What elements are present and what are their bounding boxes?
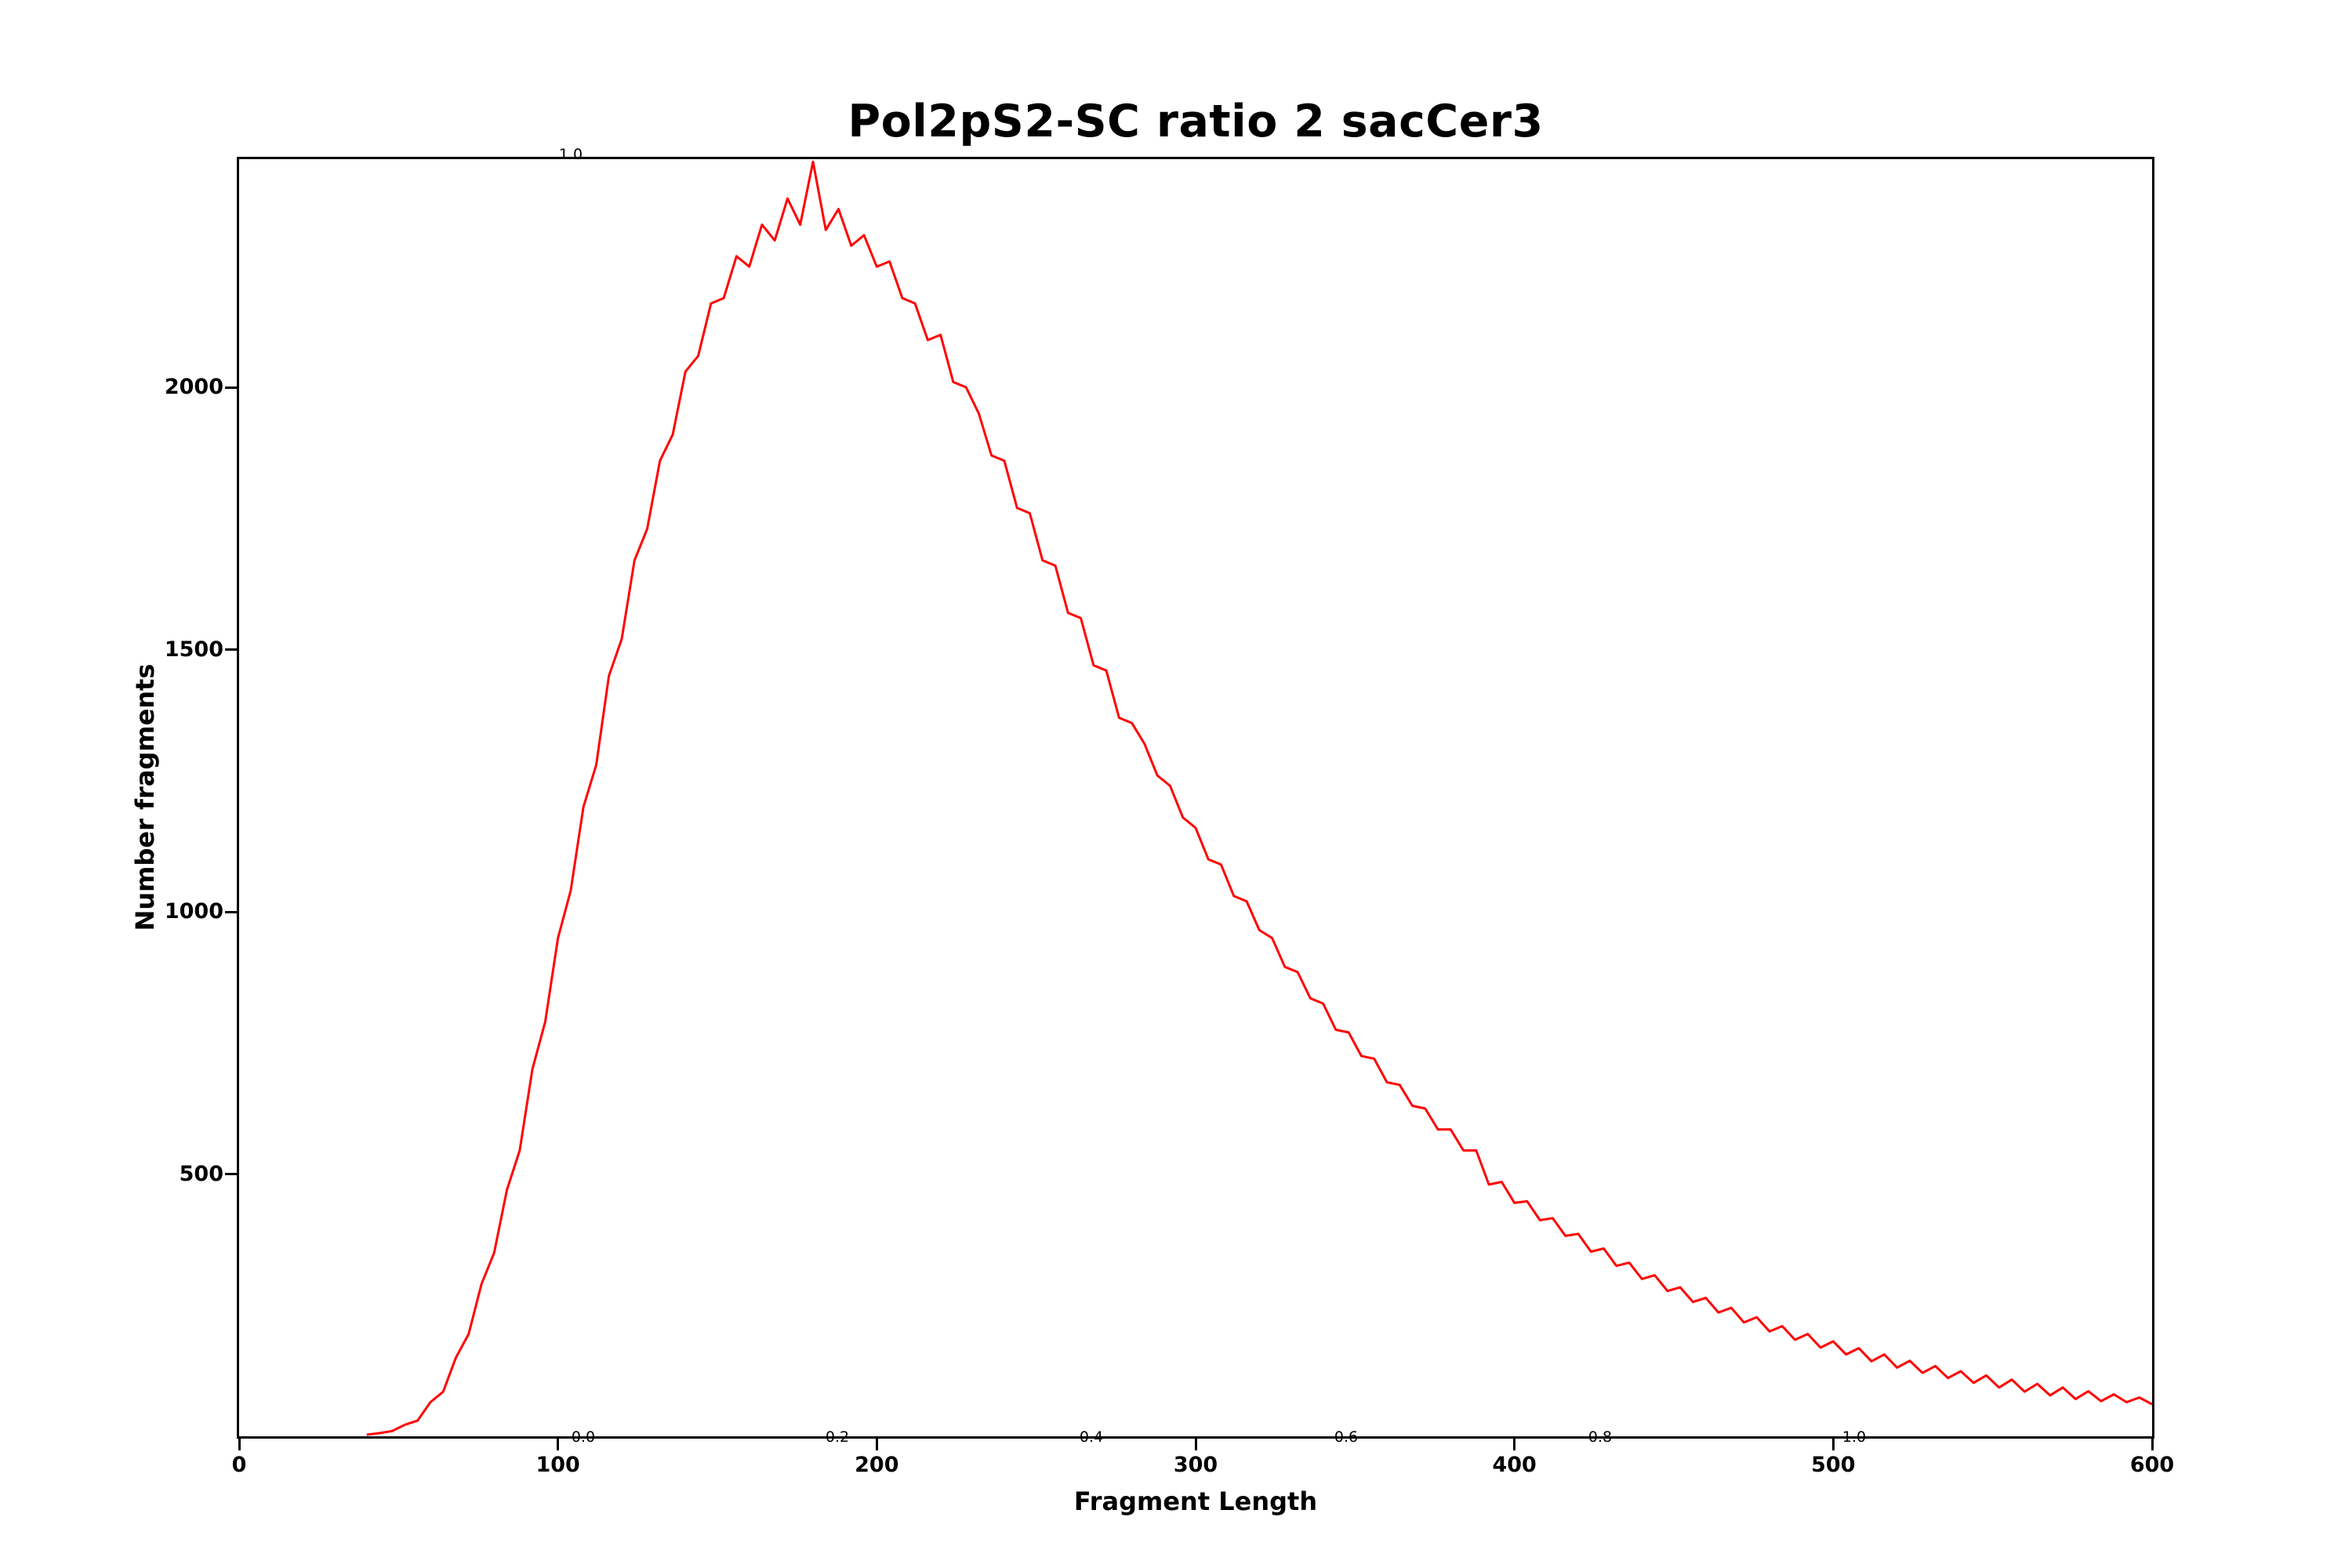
- overlay-tick-label: 0.0: [571, 1428, 596, 1446]
- x-axis-tick: [875, 1439, 878, 1450]
- y-axis-tick: [225, 648, 237, 651]
- x-tick-label: 0: [231, 1453, 247, 1477]
- overlay-tick-label: 0.8: [1588, 1428, 1613, 1446]
- x-axis-tick: [1194, 1439, 1197, 1450]
- y-axis-tick: [225, 1173, 237, 1175]
- y-tick-label: 2000: [164, 375, 223, 399]
- y-tick-label: 1000: [164, 899, 223, 924]
- histogram-svg: [366, 160, 2152, 1436]
- x-tick-label: 500: [1811, 1453, 1856, 1477]
- x-axis-tick: [1513, 1439, 1516, 1450]
- overlay-tick-label: 0.4: [1079, 1428, 1104, 1446]
- y-axis-tick: [225, 386, 237, 389]
- fragment-length-line: [366, 160, 2152, 1436]
- x-axis-tick: [238, 1439, 241, 1450]
- y-axis-label: Number fragments: [130, 663, 160, 931]
- x-axis-label: Fragment Length: [1073, 1486, 1318, 1516]
- y-tick-label: 1500: [164, 637, 223, 662]
- x-tick-label: 200: [855, 1453, 899, 1477]
- chart-title: Pol2pS2-SC ratio 2 sacCer3: [848, 96, 1544, 147]
- x-tick-label: 300: [1173, 1453, 1218, 1477]
- overlay-tick-label: 0.2: [825, 1428, 850, 1446]
- overlay-tick-label: 0.6: [1334, 1428, 1359, 1446]
- plot-area: 0 100 200 300 400 500 600 500 1000 1500 2000: [165, 157, 2174, 1477]
- overlay-tick-label: 1.0: [1842, 1428, 1867, 1446]
- y-tick-label: 500: [179, 1161, 223, 1186]
- x-axis-tick: [2151, 1439, 2154, 1450]
- overlay-tick-label: 1.0: [558, 146, 583, 163]
- x-tick-label: 600: [2129, 1453, 2175, 1477]
- x-axis-tick: [1831, 1439, 1835, 1450]
- y-axis-tick: [225, 910, 237, 913]
- x-tick-label: 100: [535, 1453, 580, 1477]
- x-axis-tick: [557, 1439, 560, 1450]
- x-tick-label: 400: [1492, 1453, 1537, 1477]
